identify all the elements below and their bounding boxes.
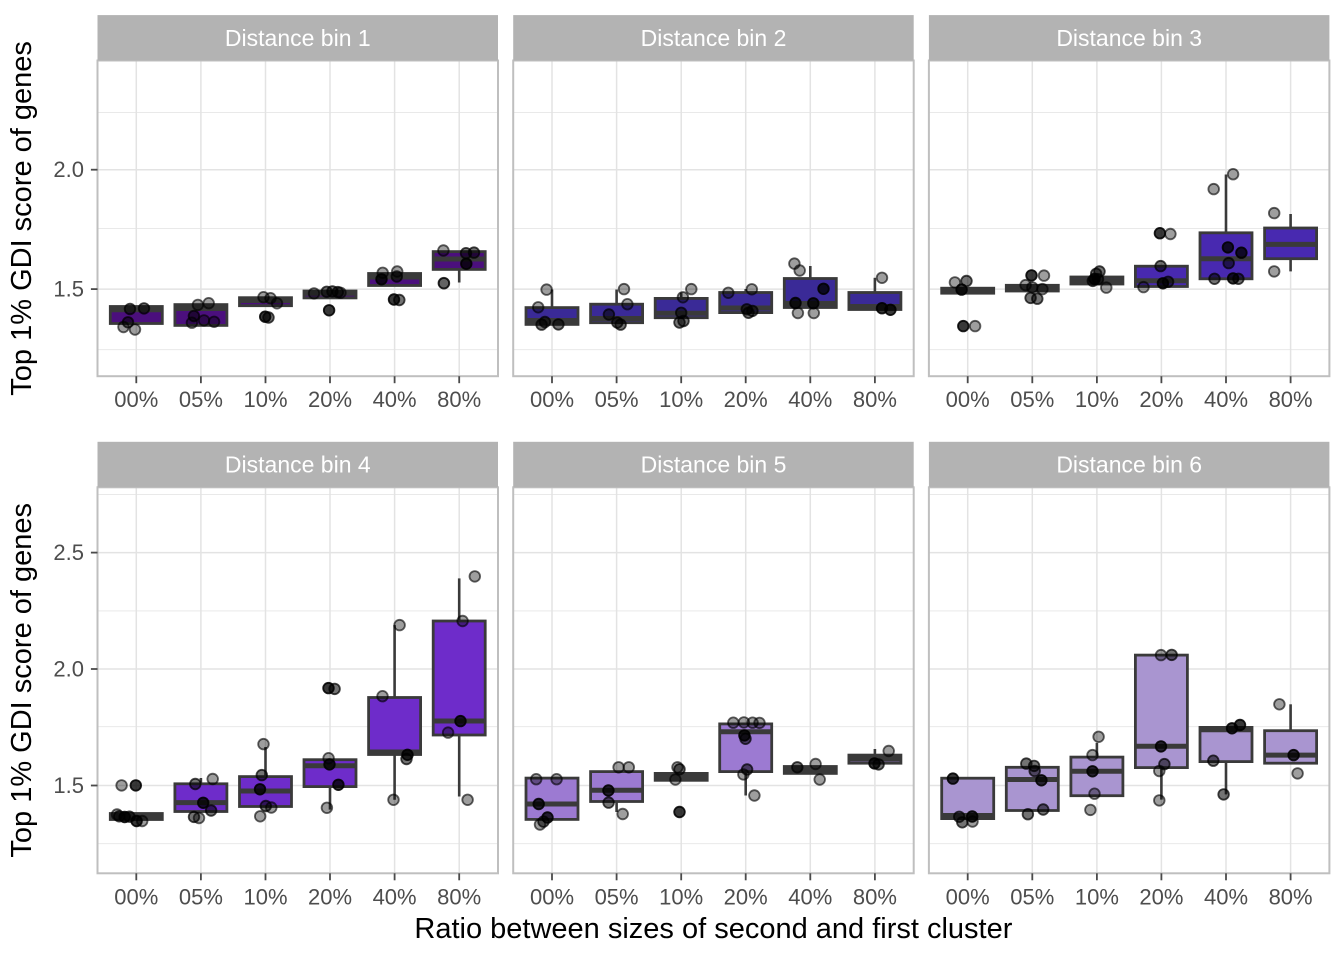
svg-text:1.5: 1.5 [53,773,84,798]
svg-text:05%: 05% [1010,885,1054,910]
svg-text:40%: 40% [373,387,417,412]
svg-text:05%: 05% [179,387,223,412]
svg-text:00%: 00% [114,387,158,412]
svg-text:05%: 05% [595,885,639,910]
svg-text:10%: 10% [659,387,703,412]
svg-text:00%: 00% [114,885,158,910]
svg-text:00%: 00% [530,387,574,412]
svg-text:2.0: 2.0 [53,657,84,682]
svg-text:20%: 20% [308,885,352,910]
svg-text:00%: 00% [530,885,574,910]
svg-text:10%: 10% [243,387,287,412]
svg-text:Top 1% GDI score of genes: Top 1% GDI score of genes [6,503,38,858]
svg-text:20%: 20% [724,885,768,910]
svg-text:2.0: 2.0 [53,157,84,182]
svg-text:40%: 40% [373,885,417,910]
svg-text:40%: 40% [788,387,832,412]
svg-text:Top 1% GDI score of genes: Top 1% GDI score of genes [6,41,38,396]
svg-text:1.5: 1.5 [53,277,84,302]
svg-text:40%: 40% [1204,885,1248,910]
svg-text:00%: 00% [946,387,990,412]
svg-text:Distance bin 2: Distance bin 2 [641,25,787,51]
svg-text:Distance bin 6: Distance bin 6 [1056,452,1202,478]
svg-text:40%: 40% [1204,387,1248,412]
svg-text:80%: 80% [853,885,897,910]
svg-text:05%: 05% [179,885,223,910]
svg-text:Ratio between sizes of second: Ratio between sizes of second and first … [414,913,1012,945]
svg-text:10%: 10% [243,885,287,910]
svg-text:Distance bin 5: Distance bin 5 [641,452,787,478]
svg-text:Distance bin 1: Distance bin 1 [225,25,371,51]
svg-text:2.5: 2.5 [53,540,84,565]
svg-text:80%: 80% [853,387,897,412]
svg-text:00%: 00% [946,885,990,910]
svg-text:10%: 10% [659,885,703,910]
svg-text:80%: 80% [437,885,481,910]
svg-text:80%: 80% [1269,885,1313,910]
svg-text:40%: 40% [788,885,832,910]
svg-text:20%: 20% [308,387,352,412]
svg-text:80%: 80% [437,387,481,412]
svg-text:20%: 20% [1139,387,1183,412]
svg-text:80%: 80% [1269,387,1313,412]
svg-text:Distance bin 3: Distance bin 3 [1056,25,1202,51]
svg-text:05%: 05% [595,387,639,412]
svg-text:05%: 05% [1010,387,1054,412]
svg-text:10%: 10% [1075,885,1119,910]
svg-text:Distance bin 4: Distance bin 4 [225,452,371,478]
svg-text:20%: 20% [724,387,768,412]
svg-text:20%: 20% [1139,885,1183,910]
svg-text:10%: 10% [1075,387,1119,412]
